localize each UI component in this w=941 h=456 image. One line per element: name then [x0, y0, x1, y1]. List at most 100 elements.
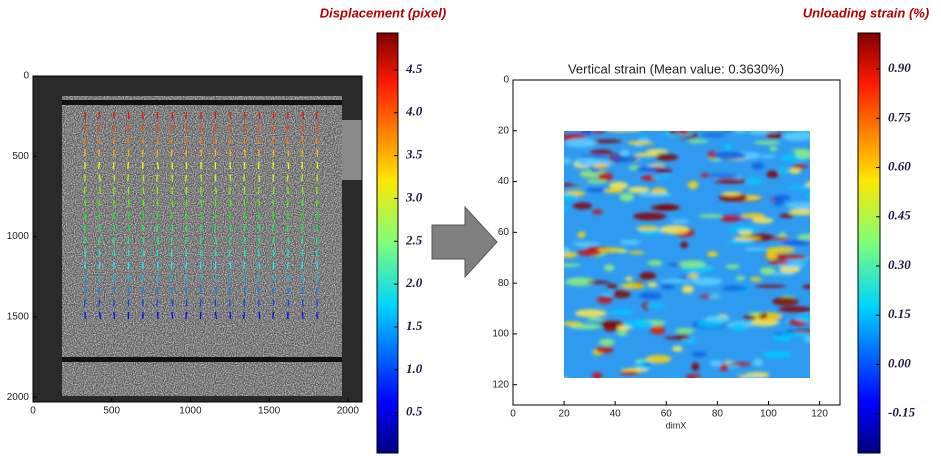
y-tick-label: 500: [12, 151, 29, 162]
strain-blob: [765, 132, 783, 139]
vector: [214, 236, 217, 245]
vector-field: [83, 111, 319, 320]
strain-blob: [771, 236, 790, 240]
speckle: [62, 96, 342, 396]
grip-top: [62, 100, 342, 105]
vector: [170, 149, 173, 157]
vector: [127, 174, 130, 182]
strain-blob: [786, 185, 810, 190]
strain-blob: [619, 370, 640, 375]
vector: [301, 111, 304, 120]
x-tick-label: 120: [811, 409, 828, 420]
strain-blob: [586, 179, 608, 184]
vector: [301, 274, 304, 282]
strain-blob: [585, 187, 608, 193]
vector: [113, 174, 116, 182]
strain-blob: [619, 284, 632, 288]
strain-blob: [769, 146, 778, 152]
image-frame: [32, 75, 363, 403]
strain-blob: [754, 284, 787, 288]
strain-blob: [733, 131, 748, 134]
strain-blob: [638, 292, 662, 300]
vector: [142, 199, 145, 207]
strain-blob: [685, 374, 702, 378]
strain-blob: [592, 164, 609, 169]
strain-blob: [636, 225, 660, 231]
strain-blob: [718, 364, 730, 371]
vector: [184, 261, 188, 270]
strain-blob: [678, 260, 706, 268]
vector: [199, 286, 202, 295]
vector: [229, 261, 232, 270]
strain-blob: [672, 345, 683, 352]
colorbar-tick-label: 0.15: [888, 306, 911, 321]
strain-blob: [604, 264, 615, 272]
strain-blob: [592, 209, 603, 215]
vector: [185, 224, 188, 232]
vector: [83, 136, 86, 145]
strain-blob: [779, 254, 808, 260]
strain-blob: [627, 186, 650, 194]
strain-blob: [660, 279, 693, 283]
strain-blob: [589, 149, 613, 155]
vector: [200, 199, 203, 207]
strain-blob: [639, 271, 657, 280]
colorbar-tick-label: 3.0: [405, 189, 423, 204]
strain-blob: [779, 213, 794, 219]
vector: [243, 211, 247, 220]
strain-blob: [788, 167, 802, 174]
vector: [141, 311, 144, 320]
vector: [171, 311, 174, 320]
vector: [301, 161, 304, 170]
strain-blob: [806, 191, 810, 200]
vector: [301, 261, 304, 270]
strain-blob: [680, 241, 689, 249]
vector: [185, 286, 188, 295]
strain-blob: [596, 295, 613, 304]
x-tick-label: 1500: [258, 406, 281, 417]
vector: [301, 149, 304, 157]
strain-blob: [760, 154, 777, 158]
vector: [243, 149, 246, 157]
strain-blob: [627, 140, 654, 145]
x-tick-label: 40: [610, 409, 622, 420]
strain-blob: [805, 181, 810, 187]
y-tick-label: 1000: [7, 231, 30, 242]
vector: [242, 311, 246, 320]
strain-blob: [728, 225, 760, 233]
colorbar-tick-label: -0.15: [888, 405, 916, 420]
vector: [272, 274, 275, 282]
vector: [200, 274, 203, 282]
x-tick-label: 80: [712, 409, 724, 420]
strain-blob: [587, 318, 605, 322]
vector: [199, 261, 202, 270]
strain-blob: [762, 350, 792, 359]
vector: [141, 124, 144, 132]
strain-blob: [709, 293, 721, 299]
strain-blob: [691, 362, 700, 371]
vector: [286, 174, 289, 182]
colorbar-tick-label: 0.60: [888, 159, 911, 174]
vector: [257, 136, 260, 145]
strain-blob: [681, 285, 694, 294]
vector: [127, 124, 130, 132]
strain-blob: [610, 155, 639, 163]
vector: [156, 224, 159, 232]
strain-blob: [753, 140, 781, 145]
strain-blob: [645, 354, 672, 364]
vector: [185, 199, 188, 207]
strain-blob: [725, 264, 740, 269]
vector: [83, 274, 86, 282]
strain-blob: [778, 306, 810, 313]
strain-blob: [625, 276, 634, 281]
strain-blob: [795, 314, 810, 322]
strain-blob: [765, 246, 795, 254]
vector: [243, 111, 246, 120]
vector: [113, 311, 116, 320]
vector: [301, 211, 305, 220]
strain-blob: [723, 143, 733, 151]
strain-blob: [639, 192, 672, 197]
strain-blob: [564, 204, 569, 213]
strain-blob: [771, 297, 799, 306]
vector: [286, 261, 289, 270]
